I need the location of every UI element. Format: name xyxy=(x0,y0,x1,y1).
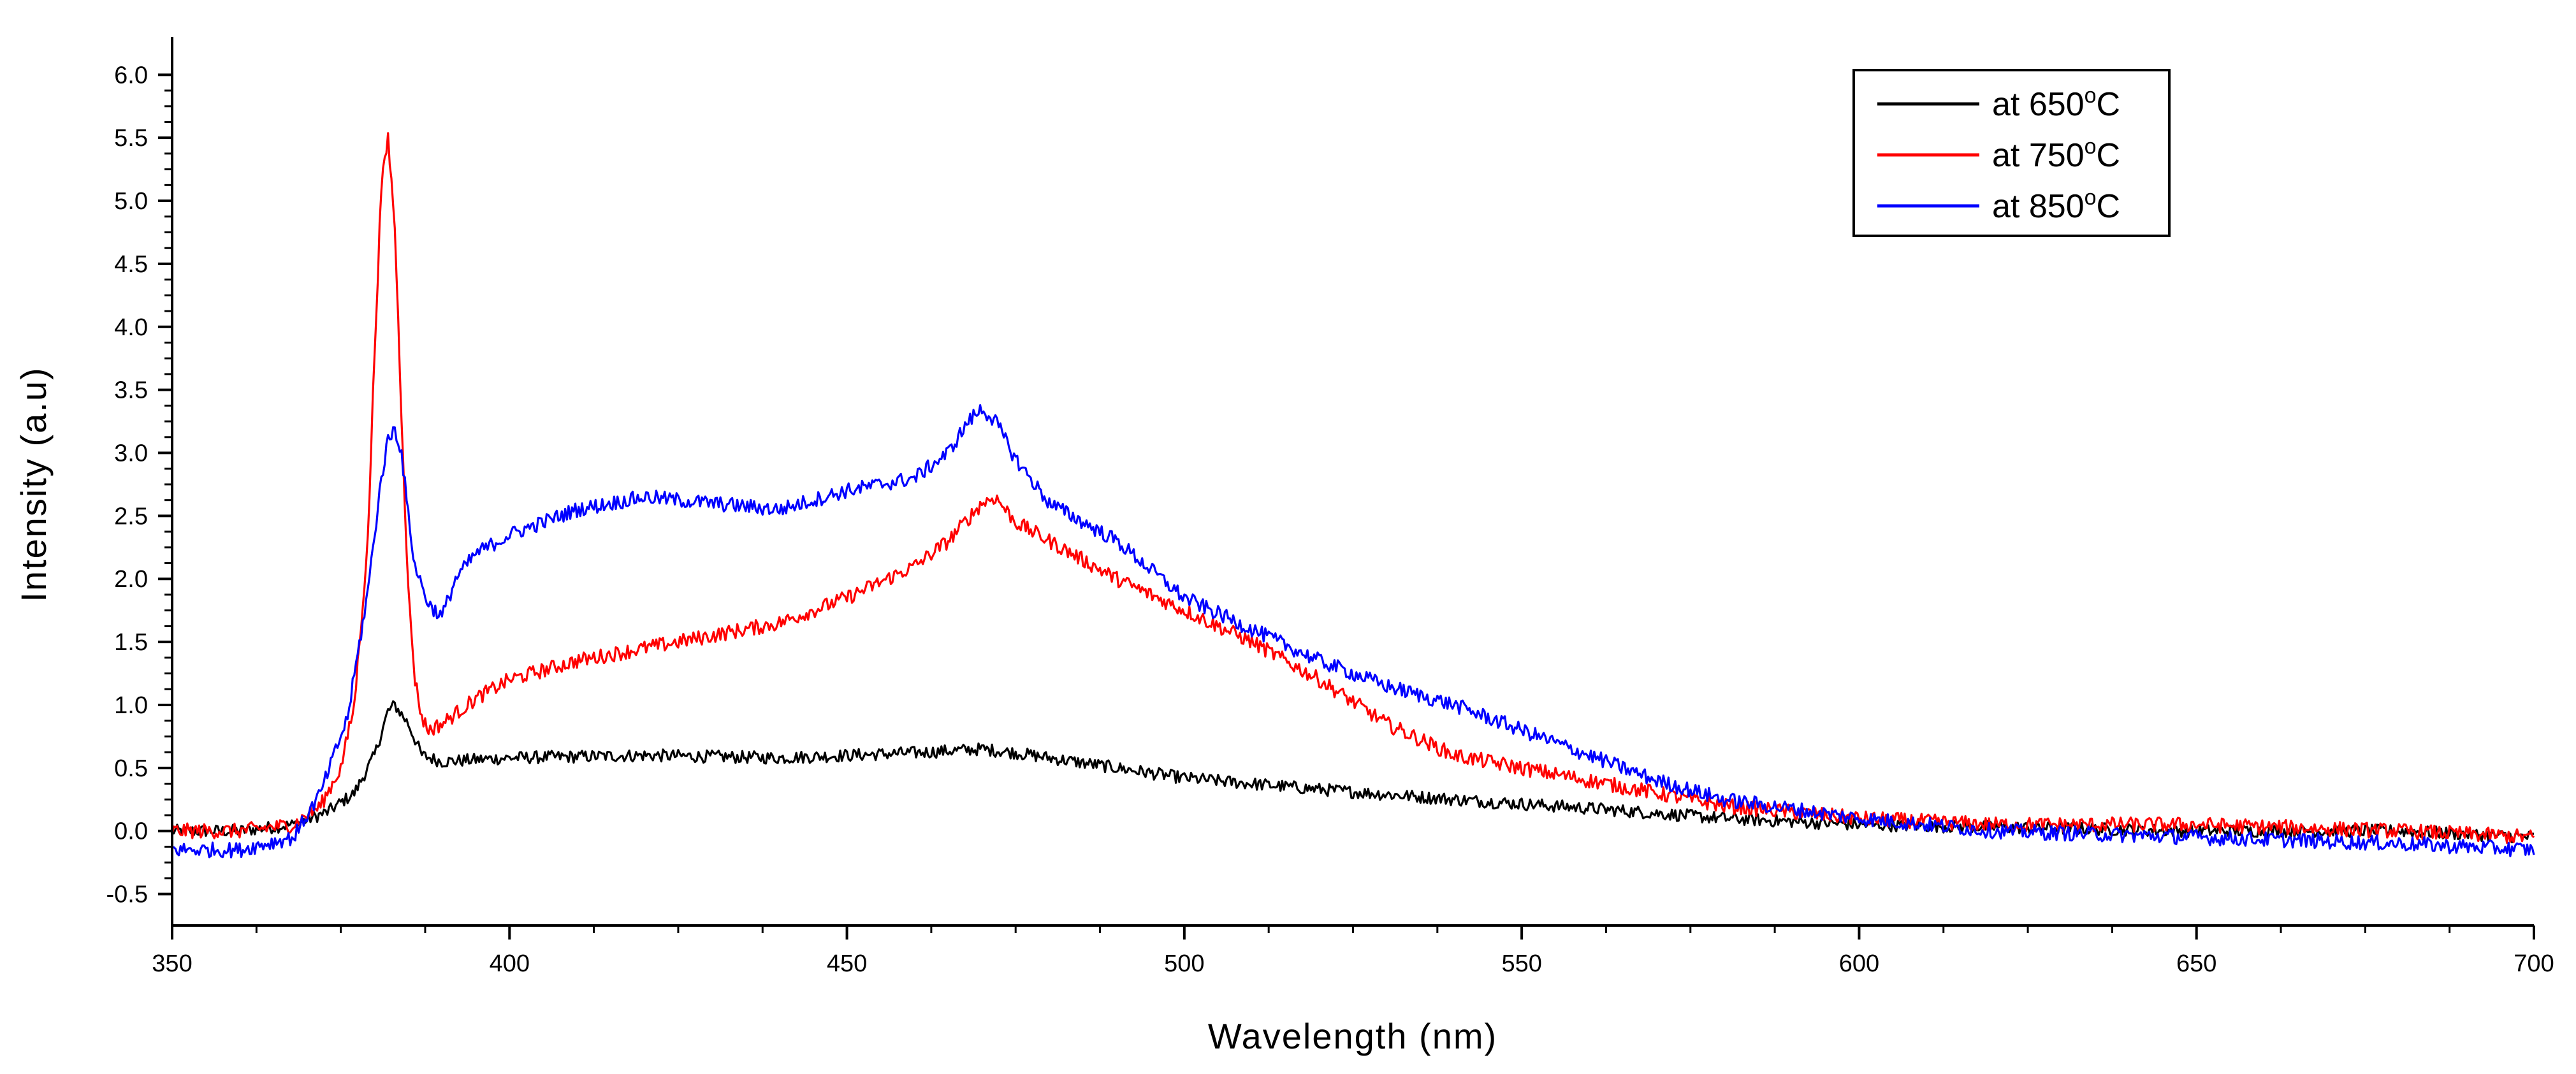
x-axis-title: Wavelength (nm) xyxy=(1208,1016,1497,1056)
y-tick-label: 3.5 xyxy=(114,377,148,404)
y-axis-title: Intensity (a.u) xyxy=(13,366,54,602)
y-tick-label: -0.5 xyxy=(106,882,148,908)
series-line-3 xyxy=(171,404,2535,859)
legend-box xyxy=(1852,69,2171,237)
x-tick-label: 400 xyxy=(490,950,530,977)
x-tick-label: 500 xyxy=(1164,950,1204,977)
y-tick-label: 2.5 xyxy=(114,503,148,530)
x-tick-label: 550 xyxy=(1501,950,1541,977)
x-tick-label: 350 xyxy=(152,950,192,977)
x-tick-label: 650 xyxy=(2176,950,2216,977)
x-tick-label: 700 xyxy=(2514,950,2554,977)
y-tick-label: 2.0 xyxy=(114,566,148,593)
y-tick-label: 0.5 xyxy=(114,755,148,782)
y-ticks: -0.5 0.0 0.5 1.0 1.5 2.0 2.5 3.0 3.5 4.0 4.5 5.0 5.5… xyxy=(106,62,172,908)
series-line-2 xyxy=(171,132,2535,844)
plot-area xyxy=(171,132,2535,859)
y-tick-label: 3.0 xyxy=(114,440,148,467)
y-tick-label: 5.5 xyxy=(114,125,148,152)
y-tick-label: 4.5 xyxy=(114,251,148,278)
y-tick-label: 5.0 xyxy=(114,188,148,215)
y-tick-label: 0.0 xyxy=(114,818,148,845)
legend-label-3: at 850oC xyxy=(1992,185,2120,225)
y-tick-label: 4.0 xyxy=(114,314,148,341)
x-tick-label: 600 xyxy=(1839,950,1879,977)
x-tick-label: 450 xyxy=(827,950,867,977)
legend-label-2: at 750oC xyxy=(1992,134,2120,174)
legend-label-1: at 650oC xyxy=(1992,83,2120,123)
x-ticks: 350 400 450 500 550 600 650 700 xyxy=(152,925,2554,977)
y-tick-label: 6.0 xyxy=(114,62,148,89)
y-tick-label: 1.5 xyxy=(114,629,148,656)
y-tick-label: 1.0 xyxy=(114,692,148,719)
legend: at 650oC at 750oC at 850oC xyxy=(1852,69,2171,237)
